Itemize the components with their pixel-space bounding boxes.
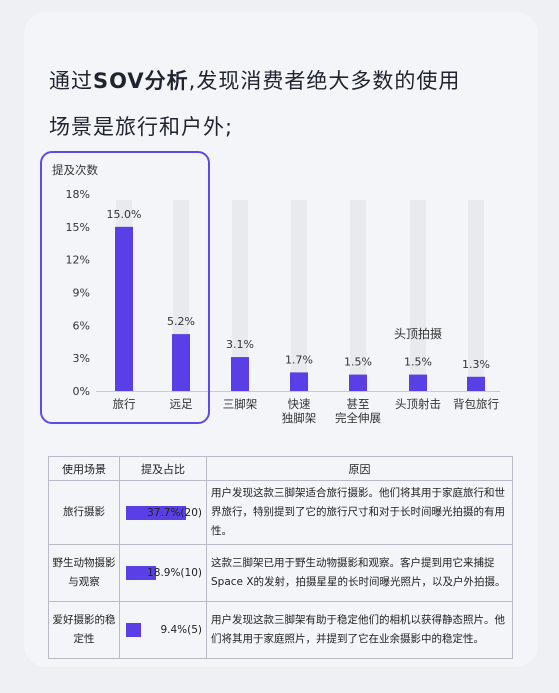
bar [290, 372, 308, 391]
bar [349, 374, 367, 391]
y-tick-label: 0% [73, 385, 90, 398]
share-bar [126, 566, 156, 580]
y-tick-label: 3% [73, 352, 90, 365]
headline: 通过SOV分析,发现消费者绝大多数的使用 场景是旅行和户外; [49, 58, 519, 150]
x-tick-label: 远足 [170, 397, 193, 411]
reason-cell: 用户发现这款三脚架适合旅行摄影。他们将其用于家庭旅行和世界旅行，特别提到了它的旅… [206, 480, 513, 545]
x-tick-label: 完全伸展 [335, 411, 381, 425]
bar-value-label: 1.3% [462, 358, 490, 371]
header-reason: 原因 [206, 456, 513, 481]
x-tick-label: 独脚架 [282, 411, 317, 425]
share-cell: 18.9%(10) [119, 544, 207, 602]
x-tick-label: 旅行 [113, 397, 136, 411]
bar-value-label: 1.5% [404, 356, 432, 369]
bar-track [468, 200, 484, 391]
headline-suffix: ,发现消费者绝大多数的使用 [188, 69, 461, 93]
share-bar [126, 505, 186, 520]
chart-highlight-box [40, 151, 210, 424]
x-tick-label: 甚至 [347, 397, 370, 411]
headline-line-1: 通过SOV分析,发现消费者绝大多数的使用 [49, 58, 519, 104]
headline-highlight: SOV分析 [93, 69, 189, 93]
bar-value-label: 15.0% [107, 208, 142, 221]
share-label: 37.7%(20) [147, 506, 202, 519]
bar-chart: 提及次数 0% 3% 6% 9% 12% 15% 18% 15.0% 旅行 5.2% 远足 3.1% 三脚… [52, 163, 500, 425]
y-tick-label: 18% [66, 188, 90, 201]
bar [172, 334, 190, 391]
bar-value-label: 3.1% [226, 338, 254, 351]
header-scene: 使用场景 [48, 456, 120, 481]
bar-value-label: 5.2% [167, 315, 195, 328]
y-tick-label: 9% [73, 287, 90, 300]
header-share: 提及占比 [119, 456, 207, 481]
bar-track [291, 200, 307, 391]
share-cell: 37.7%(20) [119, 480, 207, 545]
bar-track [232, 200, 248, 391]
x-tick-label: 头顶射击 [395, 397, 441, 411]
share-label: 18.9%(10) [147, 567, 202, 579]
bar [231, 357, 249, 391]
bar [409, 374, 427, 391]
chart-annotation: 头顶拍摄 [394, 326, 442, 341]
reasons-table: 使用场景 提及占比 原因 旅行摄影 37.7%(20) 用户发现这款三脚架适合旅… [48, 456, 513, 659]
scene-cell: 野生动物摄影与观察 [48, 544, 120, 602]
scene-cell: 旅行摄影 [48, 480, 120, 545]
y-tick-label: 15% [66, 221, 90, 234]
bar-value-label: 1.5% [344, 356, 372, 369]
table-row: 爱好摄影的稳定性 9.4%(5) 用户发现这款三脚架有助于稳定他们的相机以获得静… [48, 601, 513, 659]
share-label: 9.4%(5) [160, 624, 202, 636]
bar [115, 226, 133, 391]
table-row: 野生动物摄影与观察 18.9%(10) 这款三脚架已用于野生动物摄影和观察。客户… [48, 544, 513, 602]
bar-track [350, 200, 366, 391]
share-bar [126, 623, 141, 637]
bar-value-label: 1.7% [285, 353, 313, 366]
x-tick-label: 三脚架 [223, 397, 258, 411]
table-row: 旅行摄影 37.7%(20) 用户发现这款三脚架适合旅行摄影。他们将其用于家庭旅… [48, 480, 513, 545]
bar [467, 376, 485, 391]
bar-track [410, 200, 426, 391]
table-header-row: 使用场景 提及占比 原因 [48, 456, 513, 481]
x-tick-label: 背包旅行 [453, 397, 499, 411]
share-cell: 9.4%(5) [119, 601, 207, 659]
y-tick-label: 6% [73, 319, 90, 332]
y-tick-label: 12% [66, 254, 90, 267]
reason-cell: 用户发现这款三脚架有助于稳定他们的相机以获得静态照片。他们将其用于家庭照片，并提… [206, 601, 513, 659]
x-tick-label: 快速 [288, 397, 311, 411]
y-axis-label: 提及次数 [52, 163, 98, 177]
reason-cell: 这款三脚架已用于野生动物摄影和观察。客户提到用它来捕捉Space X的发射，拍摄… [206, 544, 513, 602]
scene-cell: 爱好摄影的稳定性 [48, 601, 120, 659]
headline-prefix: 通过 [49, 69, 93, 93]
headline-line-2: 场景是旅行和户外; [49, 115, 234, 139]
